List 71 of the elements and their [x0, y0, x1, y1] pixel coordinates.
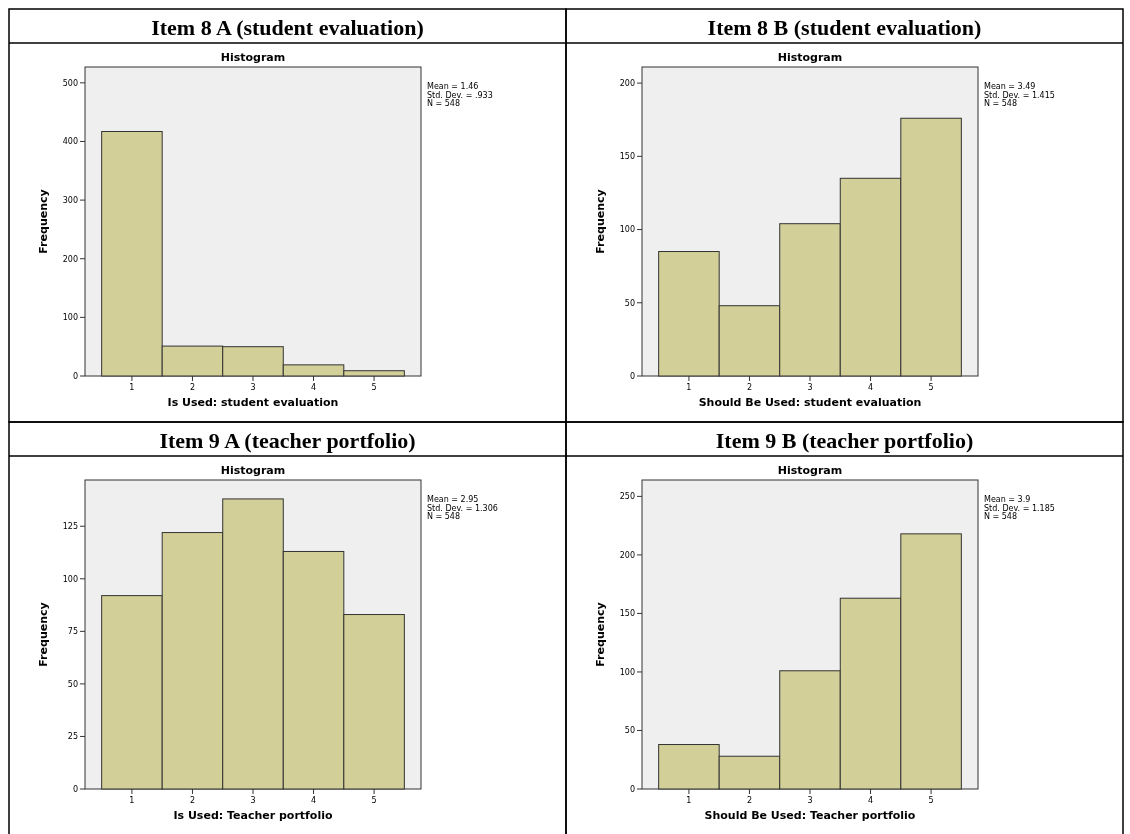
x-tick-label: 2: [746, 796, 753, 805]
y-tick-label: 125: [62, 522, 78, 532]
y-tick-label: 0: [72, 371, 78, 381]
x-tick-label: 3: [807, 383, 813, 392]
y-axis-title: Frequency: [37, 189, 50, 254]
chart-subtitle: Histogram: [220, 464, 286, 477]
y-tick-label: 0: [72, 784, 78, 794]
x-tick-label: 1: [686, 796, 692, 805]
y-axis-title: Frequency: [37, 602, 50, 667]
x-tick-label: 2: [189, 383, 196, 392]
y-tick-label: 100: [619, 225, 635, 235]
x-tick-label: 4: [310, 383, 317, 392]
x-tick-label: 3: [807, 796, 813, 805]
text: N = 548: [984, 99, 1018, 108]
y-tick-label: 200: [619, 78, 635, 88]
text: Mean = 2.95: [427, 495, 479, 504]
x-tick-label: 5: [928, 383, 934, 392]
text: Std. Dev. = .933: [427, 90, 493, 100]
y-tick-label: 150: [619, 152, 635, 162]
y-tick-label: 0: [629, 371, 635, 381]
x-tick-label: 4: [310, 796, 317, 805]
x-axis-title: Should Be Used: student evaluation: [698, 396, 922, 409]
text: Mean = 3.49: [984, 82, 1036, 91]
chart-title: Item 8 B (student evaluation): [707, 15, 982, 40]
text: Std. Dev. = 1.415: [984, 90, 1055, 100]
chart-subtitle: Histogram: [220, 51, 286, 64]
y-tick-label: 250: [619, 492, 635, 502]
y-axis-title: Frequency: [594, 602, 607, 667]
x-tick-label: 1: [686, 383, 692, 392]
x-tick-label: 3: [250, 796, 256, 805]
chart-title: Item 9 A (teacher portfolio): [159, 428, 416, 453]
text: N = 548: [984, 512, 1018, 521]
y-tick-label: 75: [67, 627, 78, 637]
text: Std. Dev. = 1.306: [427, 503, 498, 513]
y-tick-label: 150: [619, 609, 635, 619]
x-tick-label: 2: [189, 796, 196, 805]
y-tick-label: 50: [624, 298, 635, 308]
x-tick-label: 5: [371, 383, 377, 392]
x-tick-label: 5: [928, 796, 934, 805]
x-axis-title: Is Used: student evaluation: [167, 396, 339, 409]
y-tick-label: 0: [629, 784, 635, 794]
x-tick-label: 4: [867, 383, 874, 392]
x-tick-label: 2: [746, 383, 753, 392]
chart-subtitle: Histogram: [777, 51, 843, 64]
x-tick-label: 1: [129, 383, 135, 392]
y-tick-label: 100: [619, 667, 635, 677]
chart-subtitle: Histogram: [777, 464, 843, 477]
y-tick-label: 400: [62, 137, 78, 147]
x-tick-label: 1: [129, 796, 135, 805]
y-tick-label: 100: [62, 574, 78, 584]
y-tick-label: 200: [619, 550, 635, 560]
y-tick-label: 50: [624, 726, 635, 736]
x-axis-title: Should Be Used: Teacher portfolio: [704, 809, 916, 822]
text: Std. Dev. = 1.185: [984, 503, 1055, 513]
chart-title: Item 8 A (student evaluation): [151, 15, 424, 40]
chart-title: Item 9 B (teacher portfolio): [715, 428, 974, 453]
y-tick-label: 300: [62, 195, 78, 205]
y-tick-label: 200: [62, 254, 78, 264]
x-axis-title: Is Used: Teacher portfolio: [173, 809, 333, 822]
x-tick-label: 3: [250, 383, 256, 392]
y-tick-label: 50: [67, 679, 78, 689]
text: Mean = 1.46: [427, 82, 479, 91]
y-tick-label: 25: [67, 732, 78, 742]
text: Mean = 3.9: [984, 495, 1031, 504]
text: N = 548: [427, 99, 461, 108]
y-tick-label: 500: [62, 78, 78, 88]
x-tick-label: 4: [867, 796, 874, 805]
y-tick-label: 100: [62, 313, 78, 323]
x-tick-label: 5: [371, 796, 377, 805]
text: N = 548: [427, 512, 461, 521]
y-axis-title: Frequency: [594, 189, 607, 254]
